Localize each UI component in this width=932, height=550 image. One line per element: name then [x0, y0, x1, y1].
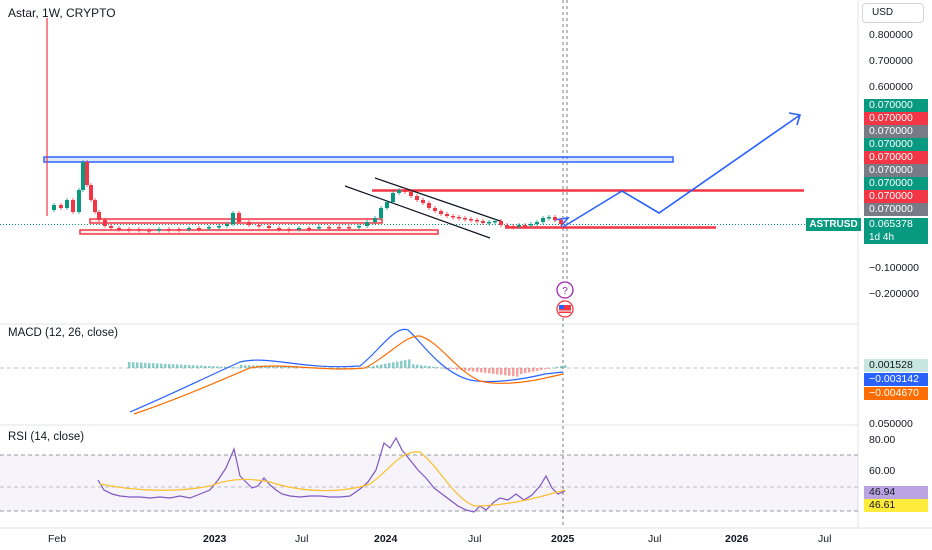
rsi-title[interactable]: RSI (14, close) — [8, 431, 85, 443]
macd-axis-label: 0.050000 — [869, 418, 913, 430]
projection-path[interactable] — [562, 114, 801, 228]
range-box[interactable] — [89, 218, 383, 224]
time-axis-label: Jul — [295, 533, 309, 545]
current-price-tag: 0.065378 1d 4h — [864, 218, 928, 244]
support-zone-box[interactable] — [79, 229, 439, 235]
small-arrow[interactable] — [553, 216, 571, 227]
macd-plot — [128, 328, 567, 415]
rsi-axis-label: 60.00 — [869, 465, 896, 477]
symbol-tag: ASTRUSD — [806, 218, 861, 231]
resistance-zone-box[interactable] — [43, 156, 674, 163]
price-axis-label: 0.800000 — [869, 29, 913, 41]
macd-value-tag: −0.003142 — [864, 373, 928, 386]
price-level-tag: 0.070000 — [864, 203, 928, 216]
price-axis-label: 0.700000 — [869, 55, 913, 67]
channel-line-lower[interactable] — [344, 185, 491, 239]
symbol-title[interactable]: Astar, 1W, CRYPTO — [8, 6, 116, 20]
price-level-tag: 0.070000 — [864, 190, 928, 203]
time-axis-label: 2023 — [203, 533, 227, 545]
rsi-plot — [97, 436, 566, 513]
time-axis-label: Jul — [468, 533, 482, 545]
price-level-tag: 0.070000 — [864, 151, 928, 164]
time-axis-label: 2026 — [725, 533, 749, 545]
macd-value-tag: 0.001528 — [864, 359, 928, 372]
price-level-tag: 0.070000 — [864, 112, 928, 125]
price-axis-label: 0.600000 — [869, 81, 913, 93]
price-level-tag: 0.070000 — [864, 164, 928, 177]
channel-line-upper[interactable] — [374, 177, 504, 223]
price-level-tag: 0.070000 — [864, 177, 928, 190]
flag-us-icon[interactable] — [556, 300, 574, 318]
price-level-tag: 0.070000 — [864, 125, 928, 138]
time-axis-label: Jul — [648, 533, 662, 545]
dividend-icon[interactable]: ? — [556, 281, 574, 299]
macd-value-tag: −0.004670 — [864, 387, 928, 400]
time-axis-label: Jul — [818, 533, 832, 545]
time-axis-label: 2025 — [551, 533, 575, 545]
rsi-value-tag: 46.94 — [864, 486, 928, 499]
countdown-value: 1d 4h — [869, 232, 895, 243]
currency-button[interactable]: USD — [862, 3, 924, 23]
macd-title[interactable]: MACD (12, 26, close) — [8, 327, 118, 339]
svg-text:?: ? — [562, 286, 568, 297]
current-price-value: 0.065378 — [869, 218, 913, 230]
price-axis-label: −0.200000 — [869, 288, 919, 300]
rsi-axis-label: 80.00 — [869, 434, 896, 446]
time-axis-label: 2024 — [374, 533, 398, 545]
rsi-band — [0, 455, 858, 511]
price-candles — [46, 18, 563, 234]
price-level-tag: 0.070000 — [864, 138, 928, 151]
price-axis-label: −0.100000 — [869, 262, 919, 274]
price-level-tag: 0.070000 — [864, 99, 928, 112]
time-axis-label: Feb — [48, 533, 67, 545]
rsi-value-tag: 46.61 — [864, 499, 928, 512]
